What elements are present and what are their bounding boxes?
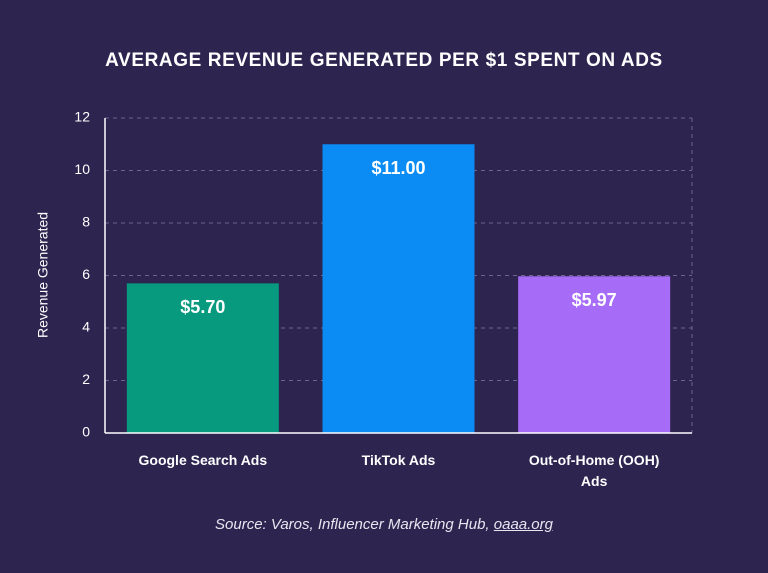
value-label: $5.70 xyxy=(180,297,225,317)
y-tick-label: 8 xyxy=(82,214,90,230)
bar xyxy=(322,144,475,433)
y-tick-label: 0 xyxy=(82,424,90,440)
x-tick-label: Google Search Ads xyxy=(138,452,268,468)
bar xyxy=(518,276,671,433)
y-tick-label: 2 xyxy=(82,371,90,387)
source-link[interactable]: oaaa.org xyxy=(493,516,553,533)
y-tick-label: 12 xyxy=(74,109,90,125)
chart-title: AVERAGE REVENUE GENERATED PER $1 SPENT O… xyxy=(105,50,663,71)
value-label: $5.97 xyxy=(572,290,617,310)
source-note: Source: Varos, Influencer Marketing Hub,… xyxy=(0,516,768,533)
x-tick-label: TikTok Ads xyxy=(361,452,436,468)
x-tick-label: Out-of-Home (OOH) Ads xyxy=(528,452,660,489)
y-tick-label: 4 xyxy=(82,319,90,335)
bar xyxy=(126,283,279,433)
value-label: $11.00 xyxy=(371,158,425,178)
source-text: Source: Varos, Influencer Marketing Hub, xyxy=(215,516,490,533)
y-tick-label: 6 xyxy=(82,266,90,282)
y-tick-label: 10 xyxy=(74,161,90,177)
y-axis-label: Revenue Generated xyxy=(35,212,51,338)
